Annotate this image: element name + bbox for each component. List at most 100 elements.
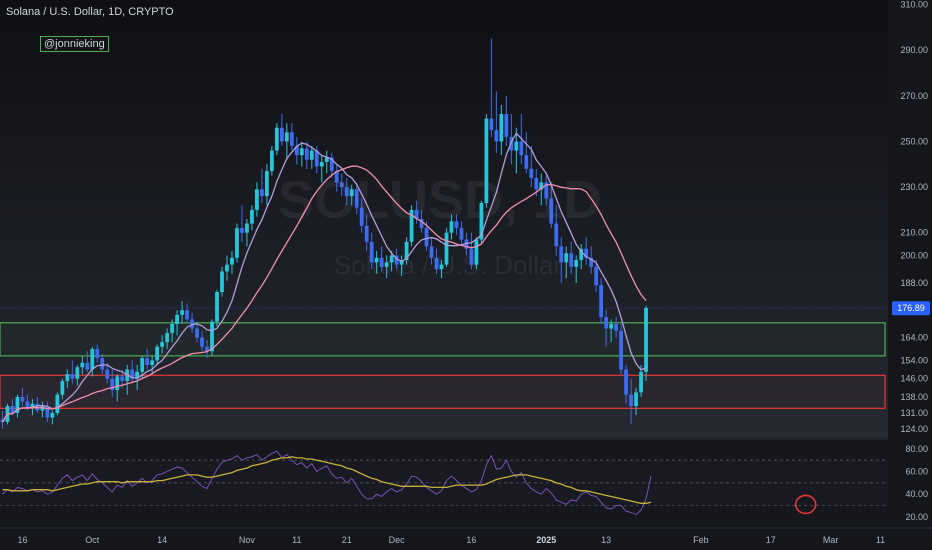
last-price-tag [892,301,930,316]
candle-body [110,378,115,391]
price-tick-label: 188.00 [900,278,928,288]
moving-averages-layer [1,132,647,423]
candle-body [230,257,234,265]
time-tick-label: 14 [157,535,167,545]
time-tick-label: 16 [466,535,476,545]
candle-body [559,246,564,263]
candle-body [399,260,404,265]
rsi-axis[interactable]: 20.00 40.00 60.00 80.00 [905,444,928,522]
candle-body [359,207,364,226]
candle-body [70,374,75,379]
moving-average-line [1,132,647,423]
candle-body [424,228,429,247]
candle-body [464,239,469,249]
price-tick-label: 210.00 [900,228,928,238]
candle-body [100,358,105,370]
candle-body [499,114,504,142]
rsi-tick-label: 40.00 [905,489,928,499]
candle-body [240,228,244,233]
candle-body [389,255,394,263]
price-tick-label: 250.00 [900,136,928,146]
candle-body [55,394,60,413]
candle-body [594,266,599,286]
candle-body [105,369,110,379]
candle-body [190,319,194,329]
candle-body [265,171,269,197]
candle-body [394,255,399,265]
candle-body [529,168,534,178]
price-tick-label: 154.00 [900,355,928,365]
axis-background [888,0,932,550]
candle-body [130,369,135,379]
candle-body [549,198,554,224]
candle-body [15,396,20,413]
candle-body [145,358,150,365]
candle-body [309,150,314,160]
candle-body [429,246,434,258]
candle-body [599,285,604,318]
moving-average-line [1,165,647,423]
candle-body [319,161,324,167]
candle-body [504,114,509,137]
candle-body [484,118,489,204]
candle-body [195,328,199,338]
time-axis[interactable]: 16 Oct 14 Nov 11 21 Dec 16 2025 13 Feb 17 Mar 11 [17,535,885,545]
candle-body [369,241,374,263]
candle-body [379,257,384,267]
candle-body [614,323,619,331]
candle-body [210,321,214,352]
candle-body [165,333,170,343]
candle-body [135,371,140,379]
candle-body [469,248,474,265]
candle-body [245,223,249,233]
candle-body [474,239,479,265]
candle-body [304,148,309,160]
rsi-tick-label: 20.00 [905,512,928,522]
candle-body [434,257,439,270]
rsi-pane-background [0,440,888,528]
rsi-series-line [2,450,652,516]
price-tick-label: 270.00 [900,91,928,101]
time-tick-label: 17 [766,535,776,545]
candle-body [80,362,85,368]
price-axis[interactable]: 124.00 131.00 138.00 146.00 154.00 164.00 176.… [892,0,930,434]
candle-body [519,141,524,156]
candle-body [225,264,229,272]
candle-body [255,189,259,210]
candle-body [564,253,569,263]
candle-body [604,317,609,329]
candle-body [284,132,289,142]
candle-body [609,323,614,329]
candle-body [534,177,539,190]
time-tick-label: Oct [85,535,100,545]
candle-body [294,146,299,156]
candle-body [60,380,65,395]
candle-body [289,132,294,146]
candle-body [619,330,623,370]
candle-body [354,189,359,208]
demand-zone [0,374,886,409]
candle-body [459,228,464,240]
candle-body [160,342,165,347]
rsi-highlight-circle [794,494,817,515]
author-badge: @jonnieking [40,36,109,52]
candle-body [150,360,155,365]
candle-body [65,374,70,381]
candle-body [489,118,494,131]
candle-body [439,264,444,270]
candle-body [324,157,329,162]
candle-body [85,362,90,370]
candle-body [90,349,95,370]
candle-body [404,241,409,261]
price-tick-label: 230.00 [900,182,928,192]
candle-body [115,376,120,391]
candle-body [50,412,55,418]
rsi-tick-label: 80.00 [905,444,928,454]
candle-body [494,130,499,142]
candle-body [554,223,559,247]
price-tick-label: 138.00 [900,392,928,402]
candle-body [584,248,589,258]
candle-body [40,406,45,411]
candle-body [25,401,30,409]
